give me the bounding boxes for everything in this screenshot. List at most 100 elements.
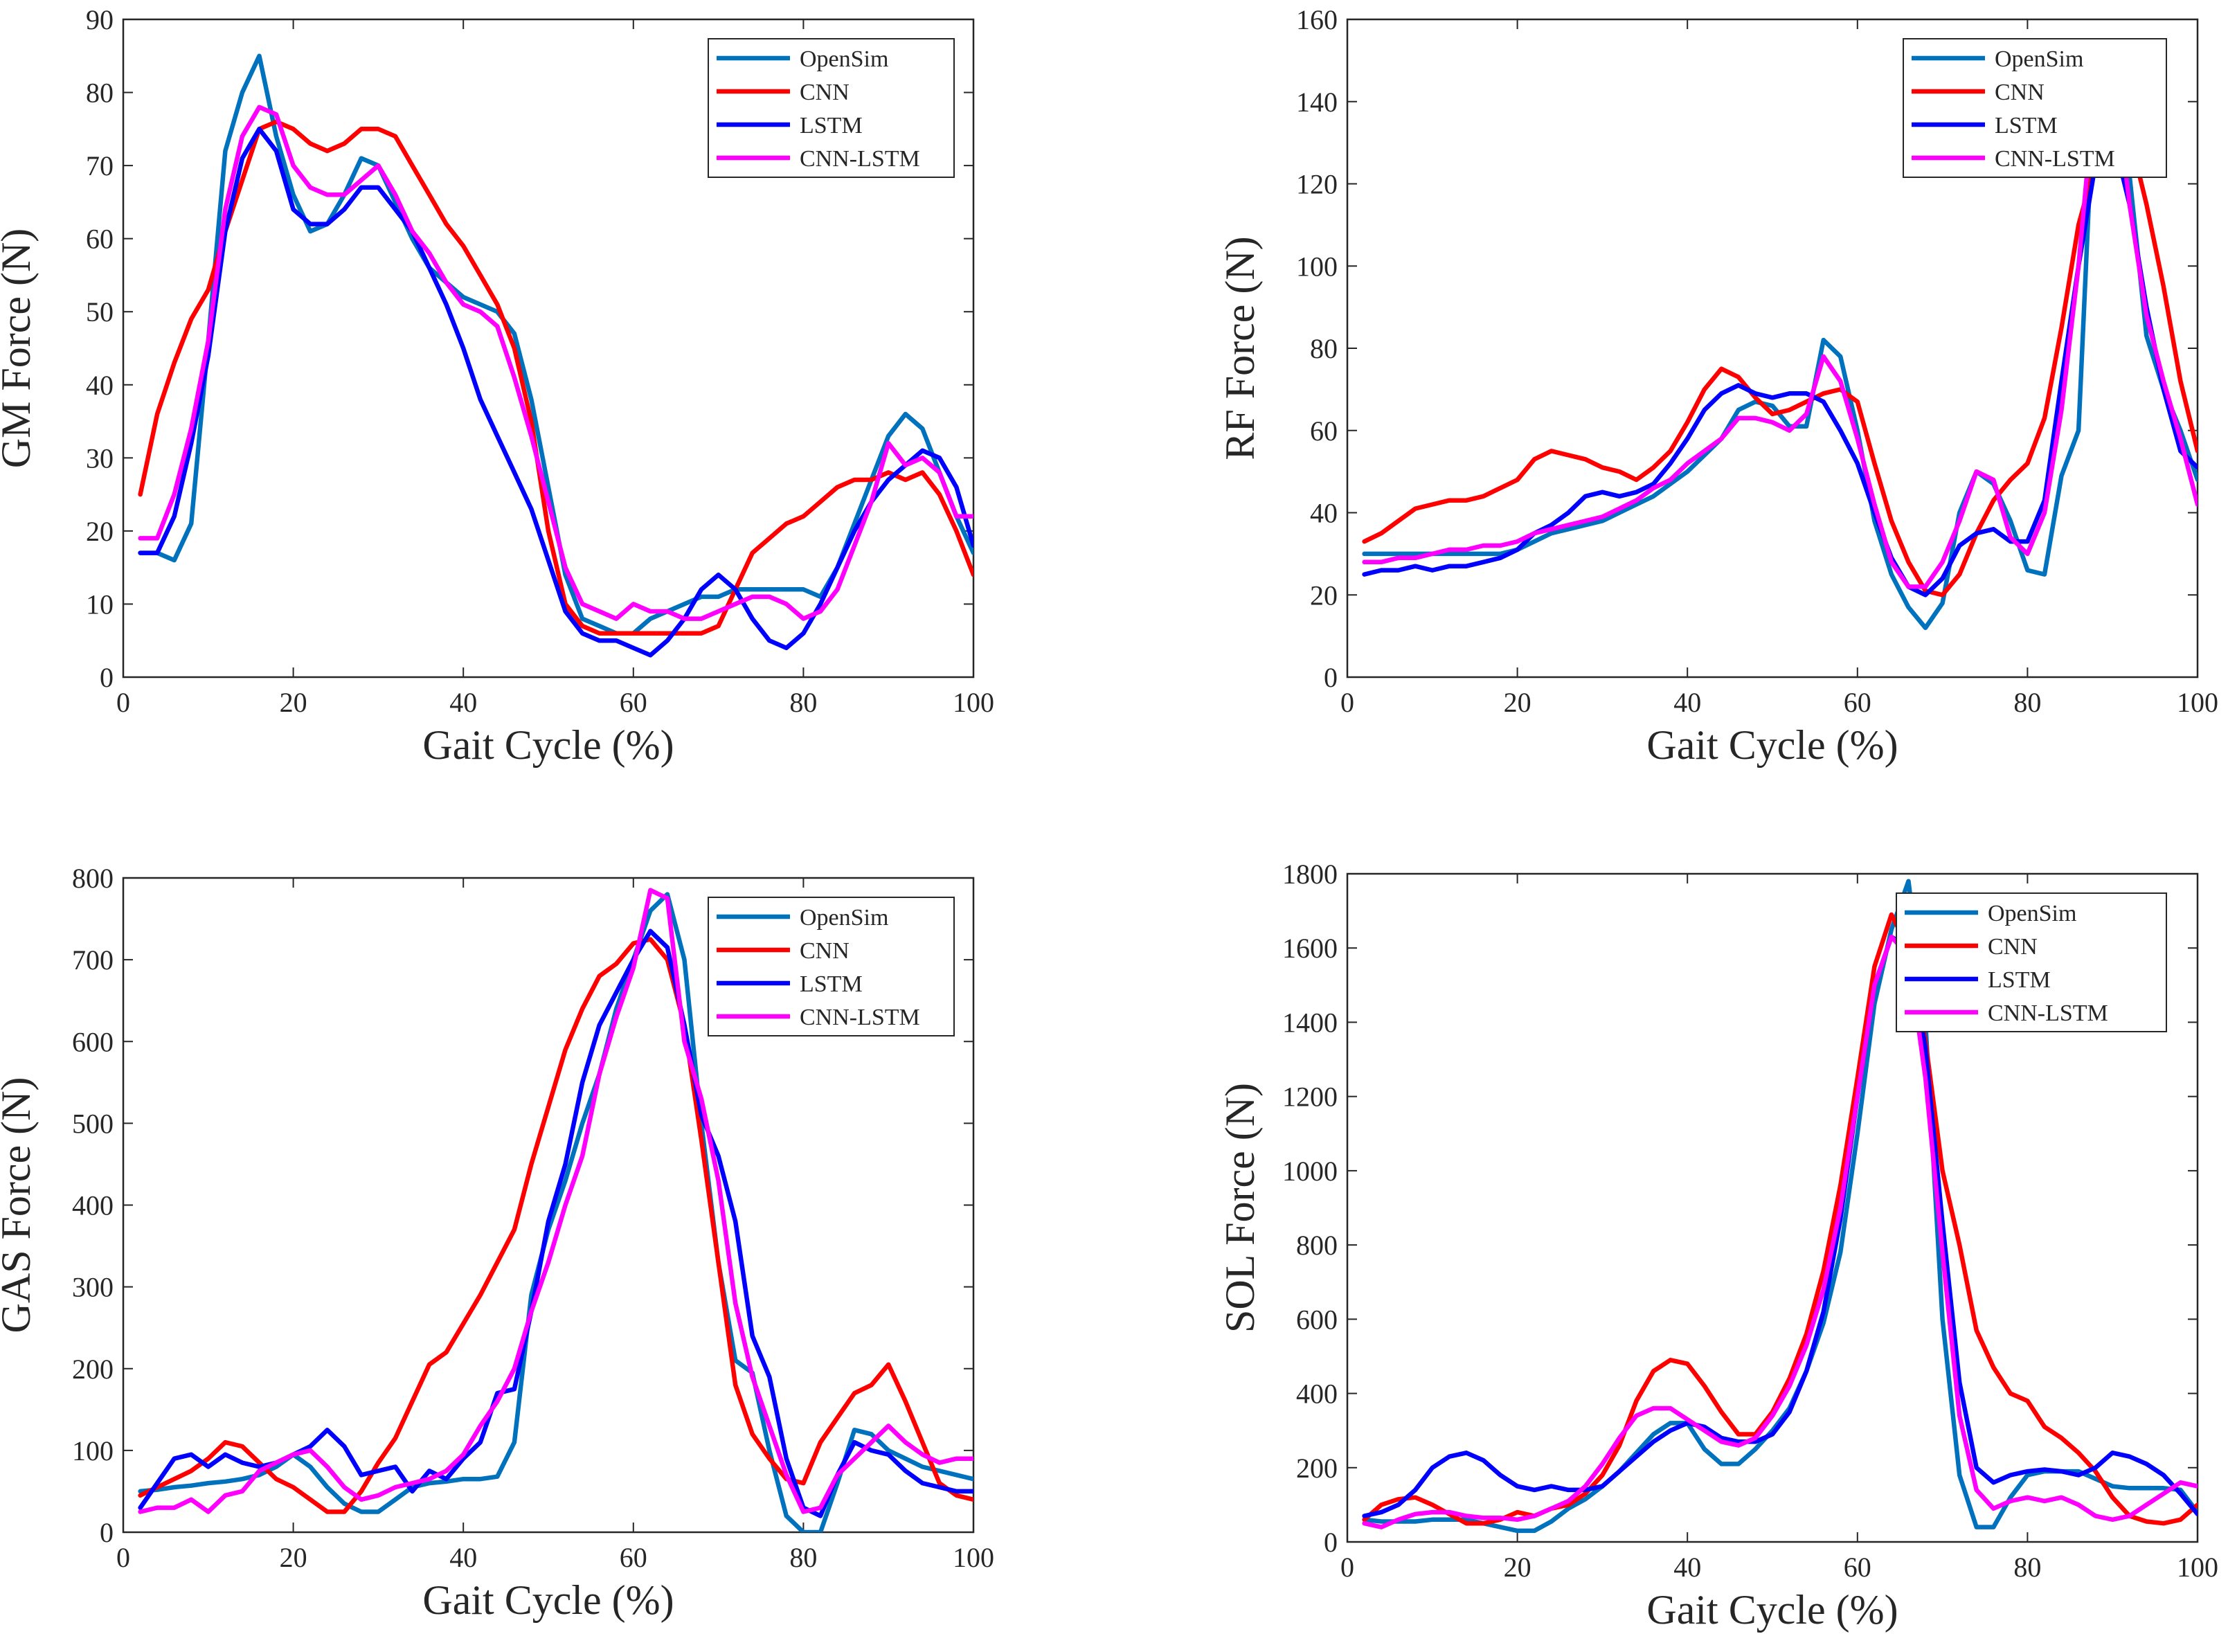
y-tick-label: 100: [72, 1435, 114, 1466]
legend-label-cnn-lstm: CNN-LSTM: [800, 146, 920, 172]
x-tick-label: 40: [449, 1542, 477, 1573]
x-tick-label: 100: [953, 1542, 994, 1573]
x-tick-label: 60: [1844, 1552, 1871, 1583]
y-tick-label: 80: [1310, 333, 1338, 364]
legend-label-cnn-lstm: CNN-LSTM: [1988, 1000, 2108, 1026]
y-tick-label: 800: [72, 863, 114, 894]
legend: OpenSim CNN LSTM CNN-LSTM: [1896, 892, 2167, 1032]
y-tick-label: 120: [1296, 169, 1338, 200]
y-tick-label: 1200: [1282, 1081, 1338, 1113]
y-tick-label: 600: [1296, 1304, 1338, 1335]
x-axis-label: Gait Cycle (%): [422, 1577, 674, 1623]
series-line-opensim: [1362, 50, 2198, 631]
x-tick-label: 40: [1673, 687, 1701, 718]
x-tick-label: 80: [789, 687, 817, 718]
y-tick-label: 1400: [1282, 1007, 1338, 1038]
y-tick-label: 0: [1324, 662, 1338, 693]
legend: OpenSim CNN LSTM CNN-LSTM: [1903, 38, 2167, 178]
y-tick-label: 70: [86, 150, 114, 181]
y-tick-label: 60: [86, 224, 114, 255]
chart-rf-force: 0 20 40 60 80 100 0 20 40 60 80 100 120 140 160 Gait Cy…: [1217, 4, 2218, 768]
y-tick-label: 10: [86, 589, 114, 620]
legend-label-lstm: LSTM: [800, 113, 863, 138]
x-tick-label: 80: [789, 1542, 817, 1573]
series-line-lstm: [1362, 132, 2198, 598]
legend: OpenSim CNN LSTM CNN-LSTM: [708, 38, 955, 178]
series-line-cnn: [1362, 120, 2198, 598]
y-axis-label: SOL Force (N): [1217, 1083, 1263, 1333]
x-tick-label: 100: [2177, 1552, 2218, 1583]
x-axis-label: Gait Cycle (%): [1646, 722, 1898, 768]
x-tick-label: 0: [1340, 687, 1354, 718]
legend-label-cnn: CNN: [1995, 80, 2045, 105]
y-tick-label: 300: [72, 1272, 114, 1303]
legend-label-cnn-lstm: CNN-LSTM: [1995, 146, 2115, 172]
y-tick-label: 1600: [1282, 933, 1338, 964]
legend-label-cnn: CNN: [800, 80, 850, 105]
chart-gas-force: 0 20 40 60 80 100 0 100 200 300 400 500 600 700 800 Gai…: [0, 863, 994, 1623]
legend-label-lstm: LSTM: [800, 971, 863, 997]
y-tick-label: 100: [1296, 251, 1338, 282]
y-tick-label: 400: [1296, 1379, 1338, 1410]
x-tick-label: 20: [280, 1542, 307, 1573]
legend-label-cnn: CNN: [800, 938, 850, 964]
y-tick-label: 20: [86, 516, 114, 547]
y-tick-label: 40: [1310, 498, 1338, 529]
x-tick-label: 60: [1844, 687, 1871, 718]
series-line-lstm: [1362, 934, 2198, 1518]
x-tick-label: 40: [449, 687, 477, 718]
y-tick-label: 200: [1296, 1453, 1338, 1484]
x-tick-label: 100: [953, 687, 994, 718]
legend-label-cnn: CNN: [1988, 934, 2038, 960]
x-tick-label: 0: [1340, 1552, 1354, 1583]
series-line-cnn-lstm: [138, 888, 973, 1514]
x-tick-label: 0: [116, 687, 130, 718]
y-tick-label: 400: [72, 1190, 114, 1221]
y-axis-label: GAS Force (N): [0, 1077, 39, 1334]
y-axis-label: RF Force (N): [1217, 236, 1263, 460]
y-tick-label: 160: [1296, 4, 1338, 35]
x-tick-label: 40: [1673, 1552, 1701, 1583]
series-line-cnn-lstm: [1362, 934, 2198, 1529]
legend-box: [708, 38, 955, 178]
y-tick-label: 600: [72, 1026, 114, 1057]
series-line-opensim: [138, 892, 973, 1532]
y-tick-label: 140: [1296, 87, 1338, 118]
legend-label-lstm: LSTM: [1995, 113, 2058, 138]
x-tick-label: 20: [1504, 687, 1531, 718]
y-tick-label: 30: [86, 442, 114, 474]
y-tick-label: 20: [1310, 580, 1338, 611]
x-tick-label: 60: [620, 1542, 647, 1573]
series-line-cnn-lstm: [1362, 58, 2198, 589]
chart-gm-force: 0 20 40 60 80 100 0 10 20 30 40 50 60 70 80 90 Gait Cycl…: [0, 4, 994, 768]
y-tick-label: 700: [72, 944, 114, 976]
x-axis-label: Gait Cycle (%): [422, 722, 674, 768]
legend-box: [1903, 38, 2167, 178]
y-axis-label: GM Force (N): [0, 228, 39, 469]
x-tick-label: 0: [116, 1542, 130, 1573]
legend-label-opensim: OpenSim: [800, 905, 888, 931]
legend-label-cnn-lstm: CNN-LSTM: [800, 1005, 920, 1030]
x-tick-label: 80: [2013, 1552, 2041, 1583]
legend-label-opensim: OpenSim: [1988, 901, 2076, 926]
y-tick-label: 80: [86, 78, 114, 109]
x-tick-label: 60: [620, 687, 647, 718]
x-tick-label: 20: [1504, 1552, 1531, 1583]
y-tick-label: 200: [72, 1354, 114, 1385]
y-tick-label: 40: [86, 370, 114, 401]
y-tick-label: 60: [1310, 415, 1338, 447]
y-tick-label: 800: [1296, 1230, 1338, 1261]
legend-box: [708, 897, 955, 1036]
legend-label-opensim: OpenSim: [800, 46, 888, 72]
y-tick-label: 90: [86, 4, 114, 35]
legend-box: [1896, 892, 2167, 1032]
x-tick-label: 20: [280, 687, 307, 718]
y-tick-label: 0: [100, 662, 114, 693]
x-tick-label: 100: [2177, 687, 2218, 718]
chart-sol-force: 0 20 40 60 80 1000200400600800100012001400160…: [1217, 859, 2218, 1633]
legend-label-lstm: LSTM: [1988, 967, 2051, 993]
y-tick-label: 1800: [1282, 859, 1338, 890]
x-axis-label: Gait Cycle (%): [1646, 1587, 1898, 1633]
series-line-cnn-lstm: [138, 105, 973, 621]
